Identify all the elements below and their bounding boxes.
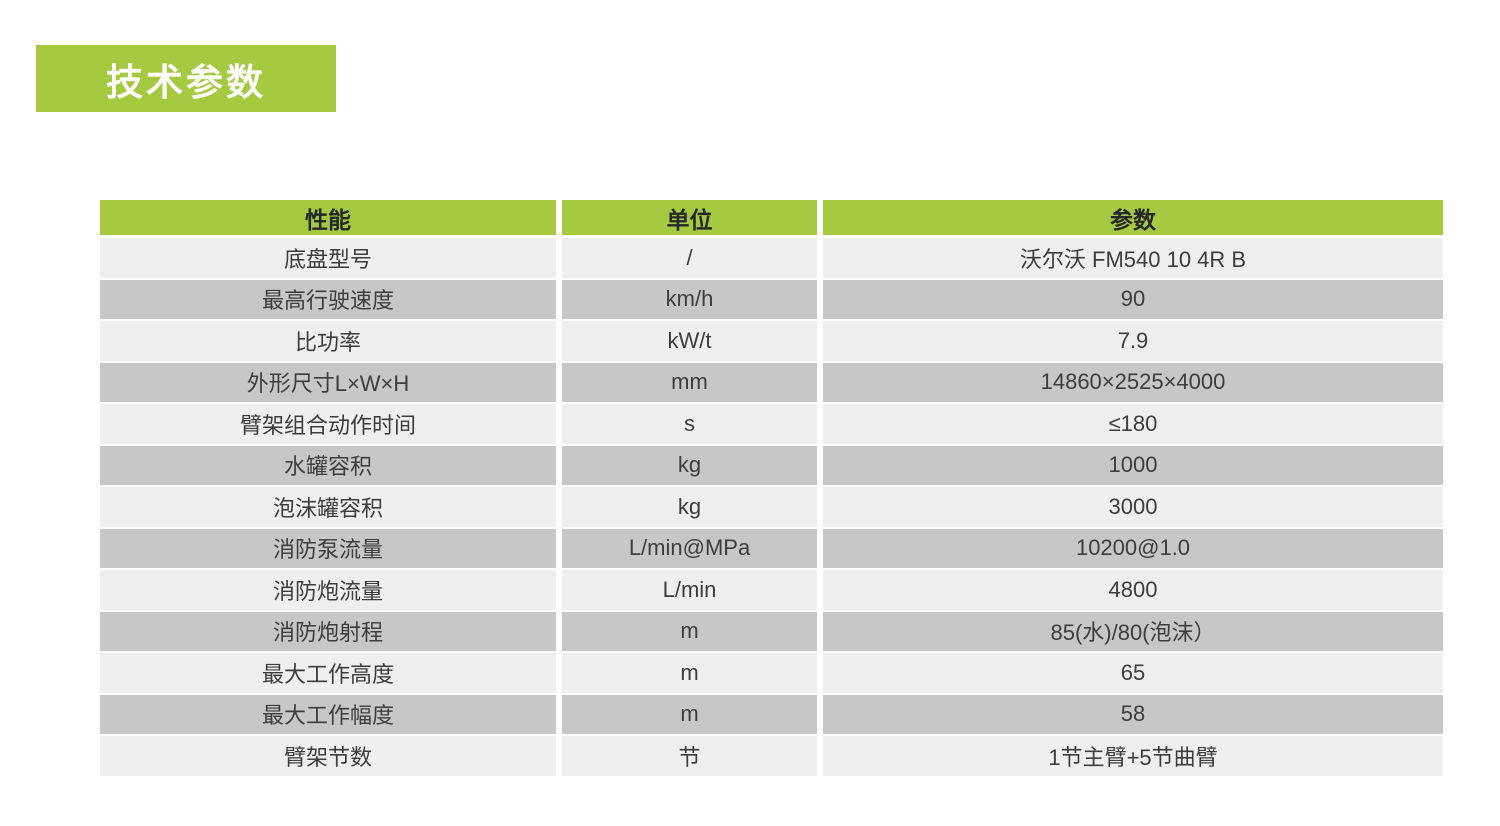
column-header-performance: 性能: [100, 200, 562, 238]
column-header-parameter: 参数: [820, 200, 1443, 238]
cell-property: 外形尺寸L×W×H: [100, 361, 562, 404]
table-row: 臂架组合动作时间 s ≤180: [100, 403, 1443, 446]
table-row: 外形尺寸L×W×H mm 14860×2525×4000: [100, 361, 1443, 404]
cell-property: 消防炮流量: [100, 569, 562, 612]
cell-property: 消防炮射程: [100, 610, 562, 653]
cell-value: 58: [820, 693, 1443, 736]
cell-unit: m: [559, 693, 823, 736]
cell-value: 3000: [820, 486, 1443, 529]
cell-unit: kW/t: [559, 320, 823, 363]
section-title-badge: 技术参数: [36, 45, 336, 112]
table-row: 消防炮射程 m 85(水)/80(泡沫）: [100, 610, 1443, 653]
cell-property: 比功率: [100, 320, 562, 363]
cell-property: 泡沫罐容积: [100, 486, 562, 529]
cell-property: 最高行驶速度: [100, 278, 562, 321]
cell-unit: kg: [559, 486, 823, 529]
cell-unit: /: [559, 236, 823, 280]
cell-property: 底盘型号: [100, 236, 562, 280]
spec-table-body: 底盘型号 / 沃尔沃 FM540 10 4R B 最高行驶速度 km/h 90 比功率 kW/…: [100, 236, 1443, 778]
cell-property: 最大工作幅度: [100, 693, 562, 736]
cell-unit: m: [559, 610, 823, 653]
cell-value: ≤180: [820, 403, 1443, 446]
cell-unit: mm: [559, 361, 823, 404]
table-row: 臂架节数节 1节主臂+5节曲臂: [100, 735, 1443, 778]
cell-property: 臂架节数: [100, 735, 562, 778]
cell-unit: L/min@MPa: [559, 527, 823, 570]
table-row: 水罐容积 kg 1000: [100, 444, 1443, 487]
table-header-row: 性能 单位 参数: [100, 200, 1443, 238]
column-header-unit: 单位: [559, 200, 823, 238]
table-row: 消防炮流量 L/min 4800: [100, 569, 1443, 612]
cell-value: 1000: [820, 444, 1443, 487]
cell-value: 1节主臂+5节曲臂: [820, 735, 1443, 778]
table-row: 最高行驶速度 km/h 90: [100, 278, 1443, 321]
section-title: 技术参数: [106, 61, 266, 103]
cell-unit: kg: [559, 444, 823, 487]
cell-value: 85(水)/80(泡沫）: [820, 610, 1443, 653]
table-row: 泡沫罐容积 kg 3000: [100, 486, 1443, 529]
table-row: 最大工作幅度 m 58: [100, 693, 1443, 736]
cell-property: 臂架组合动作时间: [100, 403, 562, 446]
cell-property: 消防泵流量: [100, 527, 562, 570]
cell-unit: km/h: [559, 278, 823, 321]
table-row: 底盘型号 / 沃尔沃 FM540 10 4R B: [100, 236, 1443, 280]
table-row: 比功率 kW/t 7.9: [100, 320, 1443, 363]
spec-table: 性能 单位 参数 底盘型号 / 沃尔沃 FM540 10 4R B 最高行驶速度 km/…: [100, 200, 1443, 778]
cell-value: 90: [820, 278, 1443, 321]
cell-value: 14860×2525×4000: [820, 361, 1443, 404]
table-row: 最大工作高度 m 65: [100, 652, 1443, 695]
cell-unit: 节: [559, 735, 823, 778]
cell-value: 10200@1.0: [820, 527, 1443, 570]
cell-value: 7.9: [820, 320, 1443, 363]
cell-unit: L/min: [559, 569, 823, 612]
table-row: 消防泵流量 L/min@MPa 10200@1.0: [100, 527, 1443, 570]
cell-unit: s: [559, 403, 823, 446]
cell-value: 沃尔沃 FM540 10 4R B: [820, 236, 1443, 280]
cell-property: 水罐容积: [100, 444, 562, 487]
cell-value: 65: [820, 652, 1443, 695]
cell-value: 4800: [820, 569, 1443, 612]
cell-property: 最大工作高度: [100, 652, 562, 695]
cell-unit: m: [559, 652, 823, 695]
